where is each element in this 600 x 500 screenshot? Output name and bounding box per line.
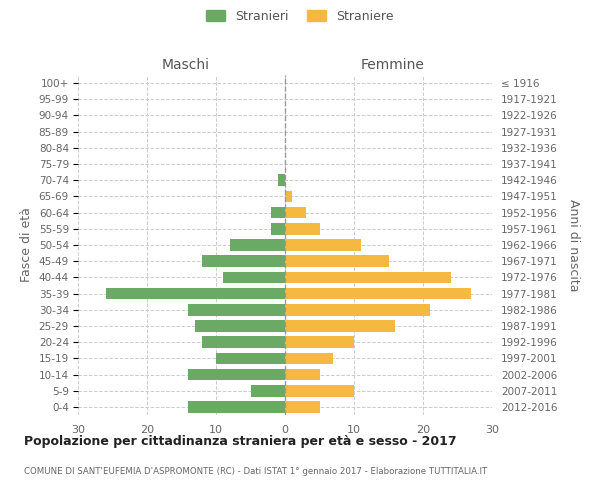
Bar	[285, 239, 361, 251]
Bar	[285, 352, 334, 364]
Bar	[285, 190, 292, 202]
Bar	[285, 256, 389, 267]
Bar	[285, 207, 306, 218]
Bar	[196, 320, 285, 332]
Bar	[223, 272, 285, 283]
Bar	[230, 239, 285, 251]
Text: COMUNE DI SANT'EUFEMIA D'ASPROMONTE (RC) - Dati ISTAT 1° gennaio 2017 - Elaboraz: COMUNE DI SANT'EUFEMIA D'ASPROMONTE (RC)…	[24, 468, 487, 476]
Legend: Stranieri, Straniere: Stranieri, Straniere	[202, 5, 398, 28]
Bar	[285, 336, 354, 348]
Bar	[285, 288, 472, 300]
Bar	[285, 304, 430, 316]
Bar	[285, 385, 354, 396]
Bar	[285, 272, 451, 283]
Bar	[251, 385, 285, 396]
Y-axis label: Fasce di età: Fasce di età	[20, 208, 33, 282]
Text: Popolazione per cittadinanza straniera per età e sesso - 2017: Popolazione per cittadinanza straniera p…	[24, 435, 457, 448]
Bar	[285, 223, 320, 234]
Bar	[285, 320, 395, 332]
Bar	[271, 207, 285, 218]
Bar	[202, 256, 285, 267]
Bar	[278, 174, 285, 186]
Bar	[188, 401, 285, 412]
Bar	[188, 368, 285, 380]
Bar	[216, 352, 285, 364]
Text: Maschi: Maschi	[161, 58, 209, 71]
Bar	[188, 304, 285, 316]
Bar	[271, 223, 285, 234]
Text: Femmine: Femmine	[361, 58, 425, 71]
Bar	[285, 368, 320, 380]
Bar	[202, 336, 285, 348]
Bar	[285, 401, 320, 412]
Y-axis label: Anni di nascita: Anni di nascita	[567, 198, 580, 291]
Bar	[106, 288, 285, 300]
